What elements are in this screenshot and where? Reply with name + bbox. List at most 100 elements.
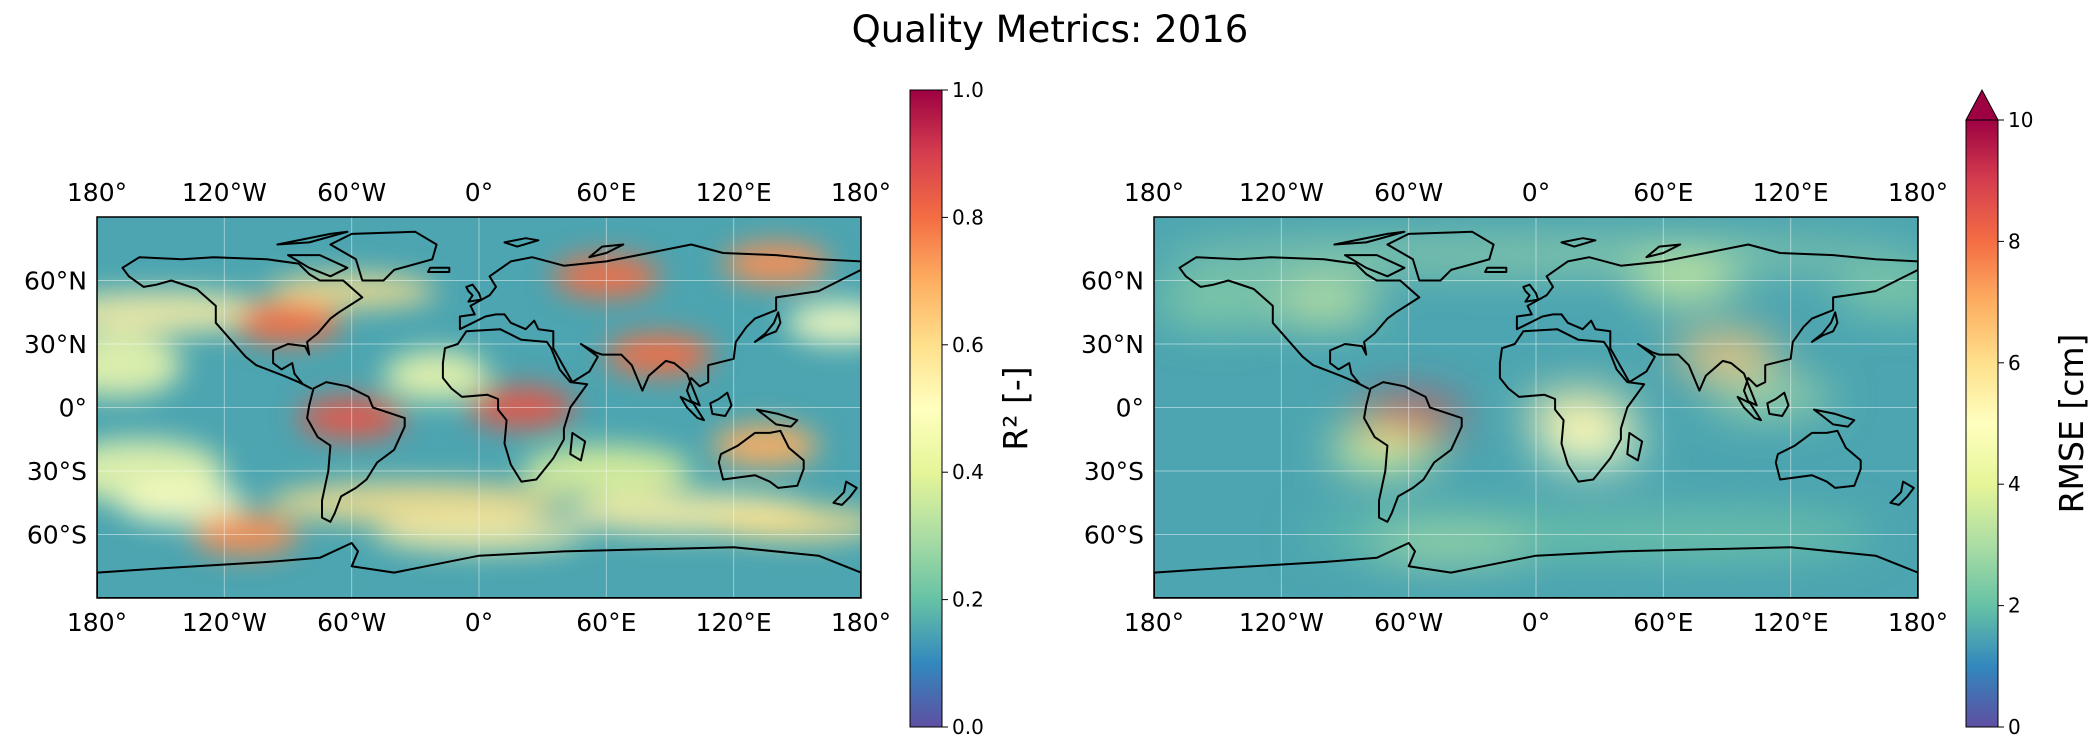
texture-blob — [97, 291, 278, 334]
colorbar-r2: 0.0 0.2 0.4 0.6 0.8 1.0 R² [-] — [909, 78, 1035, 739]
y-tick-label: 60°N — [1081, 267, 1144, 296]
x-tick-label-top: 120°W — [1239, 178, 1324, 207]
colorbar-tick-label: 0.6 — [952, 333, 984, 357]
texture-blob — [521, 445, 692, 497]
x-tick-label-bottom: 120°W — [1239, 608, 1324, 637]
coastline-madagascar — [1626, 431, 1644, 462]
coastline-new-guinea — [1813, 408, 1856, 428]
map-frame — [96, 216, 862, 599]
x-tick-label-bottom: 60°W — [1374, 608, 1443, 637]
hotspot-northern-eurasia — [552, 255, 660, 298]
coastline-australia — [1774, 429, 1862, 489]
texture-blob — [266, 274, 437, 309]
coastline-uk — [1522, 283, 1540, 303]
hotspot-andes — [1329, 428, 1437, 471]
x-tick-label-bottom: 180° — [1124, 608, 1184, 637]
x-tick-label-bottom: 180° — [1888, 608, 1948, 637]
y-tick-label: 30°S — [27, 457, 87, 486]
coastline-antarctica — [1154, 542, 1918, 598]
gridlines — [97, 217, 861, 598]
coastline-ellesmere — [276, 230, 349, 246]
coastline-new-zealand — [1889, 480, 1915, 506]
x-tick-label-bottom: 60°W — [317, 608, 386, 637]
hotspot-siberia — [722, 242, 830, 285]
texture-blob — [372, 517, 586, 552]
x-tick-label-top: 180° — [67, 178, 127, 207]
colorbar-label: R² [-] — [996, 366, 1035, 450]
coastlines — [1154, 230, 1918, 598]
coastline-novaya-zemlya — [588, 243, 625, 259]
coastline-borneo — [1766, 391, 1790, 417]
map-field — [97, 217, 861, 598]
coastline-japan — [1810, 311, 1839, 343]
map-texture — [97, 242, 861, 556]
colorbar-tick-label: 0.2 — [952, 588, 984, 612]
hotspot-southern-ocean — [192, 513, 300, 556]
texture-blob — [383, 350, 490, 402]
coastline-sumatra — [679, 395, 705, 422]
coastline-africa — [1498, 328, 1646, 483]
coastline-sumatra — [1736, 395, 1762, 422]
x-tick-label-top: 180° — [1124, 178, 1184, 207]
texture-blob — [1536, 513, 1876, 556]
texture-blob — [118, 481, 246, 524]
y-tick-label: 60°S — [27, 521, 87, 550]
coastline-australia — [717, 429, 805, 489]
map-panel-rmse: 180° 180° 120°W 120°W 60°W 60°W 0° 0° 60°E 60°E 12… — [1081, 88, 2091, 739]
coastline-ellesmere — [1333, 230, 1406, 246]
coastline-iceland — [427, 266, 451, 273]
texture-blob — [1154, 276, 1282, 328]
x-tick-label-top: 120°E — [696, 178, 772, 207]
figure-title: Quality Metrics: 2016 — [851, 8, 1249, 51]
hotspot-eastern-north-america — [234, 301, 342, 344]
coastline-svalbard — [503, 237, 540, 248]
colorbar-tick-label: 0.0 — [952, 715, 984, 739]
coastline-north-america — [121, 256, 364, 390]
x-tick-label-bottom: 0° — [465, 608, 493, 637]
hotspot-northern-australia — [712, 424, 819, 467]
hotspot-south-asia — [1673, 333, 1781, 376]
colorbar-tick-label: 0.4 — [952, 460, 984, 484]
colorbar-rmse: 0 2 4 6 8 10 RMSE [cm] — [1965, 88, 2091, 739]
hotspot-north-america — [1270, 280, 1378, 323]
coastline-eurasia — [458, 243, 861, 407]
colorbar-tick-label: 1.0 — [952, 78, 984, 102]
map-panel-r2: 180° 180° 120°W 120°W 60°W 60°W 0° 0° 60°E 60°E 12… — [24, 78, 1035, 739]
coastline-eurasia — [1515, 243, 1918, 407]
y-tick-label: 60°S — [1084, 521, 1144, 550]
texture-blob — [786, 301, 861, 344]
colorbar-tick-label: 8 — [2008, 229, 2021, 253]
colorbar-extend-arrow — [1965, 88, 1999, 121]
colorbar-tick-label: 10 — [2008, 108, 2033, 132]
x-tick-label-top: 120°E — [1753, 178, 1829, 207]
colorbar-gradient — [909, 89, 943, 728]
y-tick-label: 0° — [59, 394, 87, 423]
y-tick-label: 30°N — [24, 330, 87, 359]
colorbar-tick-label: 6 — [2008, 351, 2021, 375]
y-tick-label: 30°N — [1081, 330, 1144, 359]
x-tick-label-bottom: 180° — [67, 608, 127, 637]
hotspot-amazon-basin — [1355, 397, 1463, 440]
y-tick-label: 30°S — [1084, 457, 1144, 486]
coastline-north-america — [1178, 256, 1421, 390]
coastline-svalbard — [1560, 237, 1597, 248]
x-tick-label-top: 60°W — [1374, 178, 1443, 207]
coastline-south-america — [1363, 381, 1463, 523]
texture-blob — [1705, 379, 1834, 414]
y-tick-label: 60°N — [24, 267, 87, 296]
coastlines — [97, 230, 861, 598]
coastline-new-guinea — [756, 408, 799, 428]
x-tick-label-top: 60°E — [1633, 178, 1693, 207]
coastline-iceland — [1484, 266, 1508, 273]
texture-blob — [712, 506, 861, 541]
coastline-uk — [465, 283, 483, 303]
texture-blob — [1833, 269, 1918, 313]
x-tick-label-bottom: 180° — [831, 608, 891, 637]
colorbar-tick-label: 0 — [2008, 715, 2021, 739]
texture-blob — [1366, 528, 1536, 563]
x-tick-label-bottom: 120°W — [182, 608, 267, 637]
hotspot-southern-africa — [1535, 424, 1643, 467]
coastline-madagascar — [569, 431, 587, 462]
x-tick-label-top: 0° — [465, 178, 493, 207]
